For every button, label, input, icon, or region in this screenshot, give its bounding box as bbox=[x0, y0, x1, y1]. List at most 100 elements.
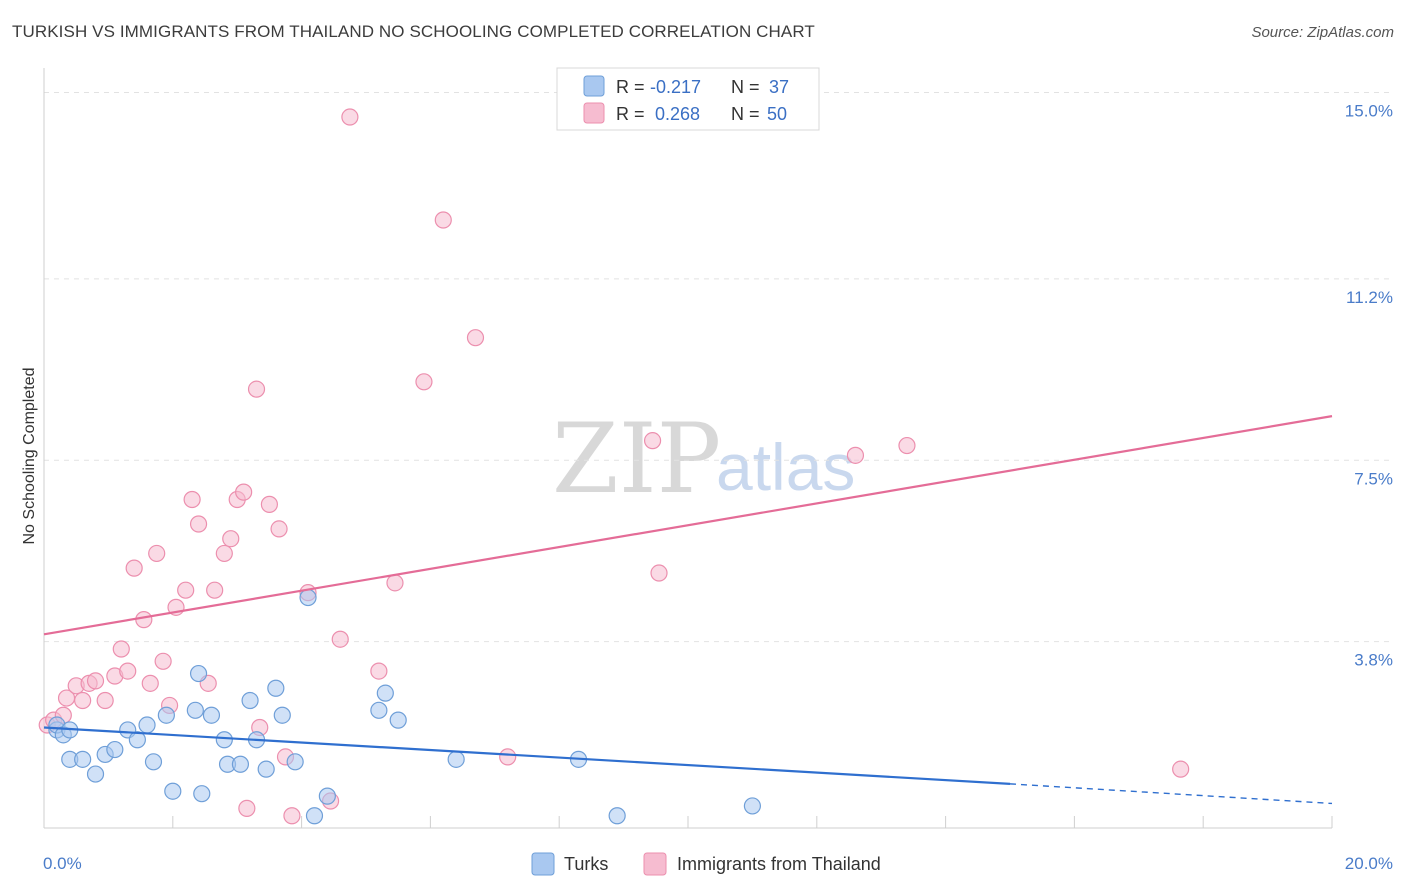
turks-point-25 bbox=[267, 679, 285, 697]
gridlines bbox=[44, 92, 1392, 643]
turks-point-6 bbox=[86, 765, 105, 783]
thailand-point-19 bbox=[177, 581, 195, 599]
y-tick-label-3: 15.0% bbox=[1345, 102, 1393, 121]
thailand-point-40 bbox=[386, 574, 404, 592]
thailand-point-21 bbox=[189, 515, 208, 533]
thailand-point-39 bbox=[370, 662, 388, 680]
turks-point-5 bbox=[74, 750, 92, 768]
turks-point-16 bbox=[189, 664, 208, 683]
thailand-point-42 bbox=[434, 211, 452, 229]
turks-point-10 bbox=[128, 731, 146, 749]
bottom-legend-label-turks: Turks bbox=[564, 854, 608, 874]
turks-point-12 bbox=[144, 753, 163, 771]
turks-point-31 bbox=[370, 701, 388, 719]
turks-point-29 bbox=[305, 807, 324, 825]
thailand-point-25 bbox=[222, 530, 240, 548]
legend-r-label-turks: R = bbox=[616, 77, 645, 97]
thailand-point-41 bbox=[415, 373, 433, 391]
thailand-point-5 bbox=[74, 691, 92, 710]
turks-point-37 bbox=[743, 797, 762, 815]
thailand-point-23 bbox=[206, 581, 224, 599]
thailand-point-32 bbox=[270, 520, 288, 538]
thailand-trend-line bbox=[43, 415, 1333, 636]
trend-lines bbox=[43, 415, 1333, 805]
thailand-point-34 bbox=[283, 807, 301, 825]
legend-swatch-turks bbox=[583, 75, 605, 97]
turks-point-22 bbox=[241, 691, 259, 710]
x-tick-label-1: 20.0% bbox=[1345, 854, 1393, 873]
series-turks-points bbox=[48, 588, 762, 825]
turks-point-18 bbox=[202, 706, 221, 724]
x-minor-ticks bbox=[43, 816, 1333, 828]
bottom-legend: Turks Immigrants from Thailand bbox=[531, 852, 881, 876]
y-tick-labels: 3.8% 7.5% 11.2% 15.0% bbox=[1345, 102, 1393, 670]
thailand-point-44 bbox=[499, 748, 517, 766]
bottom-legend-swatch-turks bbox=[531, 852, 555, 876]
legend-n-value-turks: 37 bbox=[769, 77, 789, 97]
legend-swatch-thailand bbox=[583, 102, 605, 124]
y-tick-label-2: 11.2% bbox=[1346, 288, 1393, 307]
turks-trend-line-extension bbox=[1009, 783, 1333, 805]
watermark-atlas: atlas bbox=[716, 430, 855, 504]
turks-point-21 bbox=[231, 755, 250, 773]
thailand-point-7 bbox=[86, 672, 105, 690]
chart-title: TURKISH VS IMMIGRANTS FROM THAILAND NO S… bbox=[12, 22, 815, 41]
turks-point-27 bbox=[286, 753, 304, 771]
legend-r-label-thailand: R = bbox=[616, 104, 645, 124]
thailand-point-46 bbox=[650, 564, 668, 582]
turks-point-14 bbox=[164, 782, 182, 800]
turks-point-32 bbox=[376, 684, 394, 702]
thailand-point-10 bbox=[112, 640, 130, 658]
x-tick-label-0: 0.0% bbox=[43, 854, 82, 873]
thailand-point-38 bbox=[341, 108, 359, 126]
series-immigrants-thailand-points bbox=[38, 108, 1190, 825]
watermark: ZIP atlas bbox=[552, 403, 855, 515]
legend-r-value-turks: -0.217 bbox=[650, 77, 701, 97]
turks-point-33 bbox=[389, 711, 407, 729]
legend-n-label-turks: N = bbox=[731, 77, 760, 97]
x-tick-labels: 0.0% 20.0% bbox=[43, 854, 1393, 873]
watermark-zip: ZIP bbox=[552, 403, 721, 515]
thailand-point-28 bbox=[238, 799, 256, 817]
thailand-point-31 bbox=[260, 495, 278, 513]
turks-point-13 bbox=[157, 706, 175, 724]
thailand-point-45 bbox=[643, 432, 662, 450]
thailand-point-11 bbox=[119, 662, 137, 680]
thailand-point-43 bbox=[466, 329, 485, 347]
legend-n-label-thailand: N = bbox=[731, 104, 760, 124]
thailand-point-47 bbox=[846, 446, 865, 464]
turks-point-17 bbox=[193, 785, 211, 803]
turks-point-11 bbox=[138, 716, 156, 734]
turks-trend-line bbox=[43, 726, 1011, 785]
turks-point-8 bbox=[106, 740, 124, 759]
turks-point-24 bbox=[257, 760, 275, 778]
thailand-point-20 bbox=[183, 490, 201, 509]
thailand-point-49 bbox=[1172, 760, 1190, 778]
y-axis-label: No Schooling Completed bbox=[21, 368, 38, 545]
y-tick-label-0: 3.8% bbox=[1354, 651, 1393, 670]
thailand-point-12 bbox=[125, 559, 143, 577]
thailand-point-27 bbox=[235, 483, 253, 501]
turks-point-30 bbox=[318, 787, 336, 805]
thailand-point-13 bbox=[135, 611, 153, 629]
legend-box: R = -0.217 N = 37 R = 0.268 N = 50 bbox=[556, 67, 820, 131]
thailand-point-8 bbox=[96, 691, 114, 710]
thailand-point-16 bbox=[154, 652, 172, 670]
thailand-point-48 bbox=[898, 436, 916, 455]
thailand-point-24 bbox=[215, 544, 233, 563]
turks-point-34 bbox=[447, 750, 465, 768]
thailand-point-15 bbox=[148, 544, 166, 563]
bottom-legend-swatch-thailand bbox=[643, 852, 667, 876]
chart-source: Source: ZipAtlas.com bbox=[1251, 24, 1394, 41]
thailand-point-29 bbox=[247, 380, 266, 398]
turks-point-36 bbox=[608, 807, 626, 825]
turks-point-26 bbox=[273, 706, 291, 724]
turks-point-28 bbox=[299, 588, 317, 607]
legend-n-value-thailand: 50 bbox=[767, 104, 787, 124]
legend-r-value-thailand: 0.268 bbox=[655, 104, 700, 124]
turks-point-19 bbox=[215, 731, 233, 749]
y-tick-label-1: 7.5% bbox=[1354, 469, 1393, 488]
thailand-point-14 bbox=[141, 674, 159, 692]
